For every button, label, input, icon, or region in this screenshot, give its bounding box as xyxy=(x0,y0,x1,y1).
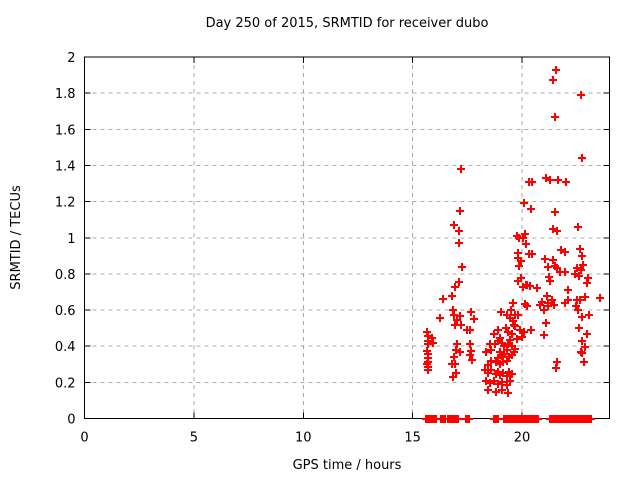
y-tick-label: 1.6 xyxy=(55,123,76,138)
grid-lines xyxy=(84,57,610,419)
y-tick-label: 1.2 xyxy=(55,196,76,211)
data-points xyxy=(422,66,604,423)
data-point-markers xyxy=(422,66,604,423)
x-tick-label: 20 xyxy=(514,431,531,446)
x-tick-label: 5 xyxy=(190,431,198,446)
y-tick-label: 0.2 xyxy=(55,376,76,391)
y-tick-label: 1.8 xyxy=(55,87,76,102)
x-tick-label: 10 xyxy=(295,431,312,446)
x-axis-label: GPS time / hours xyxy=(293,458,402,473)
y-tick-label: 1 xyxy=(67,232,75,247)
y-tick-label: 0.8 xyxy=(55,268,76,283)
x-tick-label: 15 xyxy=(404,431,421,446)
plot-border xyxy=(84,56,610,419)
y-tick-label: 0.4 xyxy=(55,340,76,355)
chart-title: Day 250 of 2015, SRMTID for receiver dub… xyxy=(206,16,489,31)
tick-labels: 0 5 10 15 20 0 0.2 0.4 0.6 0.8 1 1.2 1.4 1.6 1.8 2 xyxy=(55,51,530,446)
y-tick-label: 2 xyxy=(67,51,75,66)
y-tick-label: 1.4 xyxy=(55,159,76,174)
x-tick-label: 0 xyxy=(80,431,88,446)
y-tick-label: 0.6 xyxy=(55,304,76,319)
y-axis-label: SRMTID / TECUs xyxy=(9,185,24,290)
axis-ticks xyxy=(84,56,610,419)
y-tick-label: 0 xyxy=(67,413,75,428)
